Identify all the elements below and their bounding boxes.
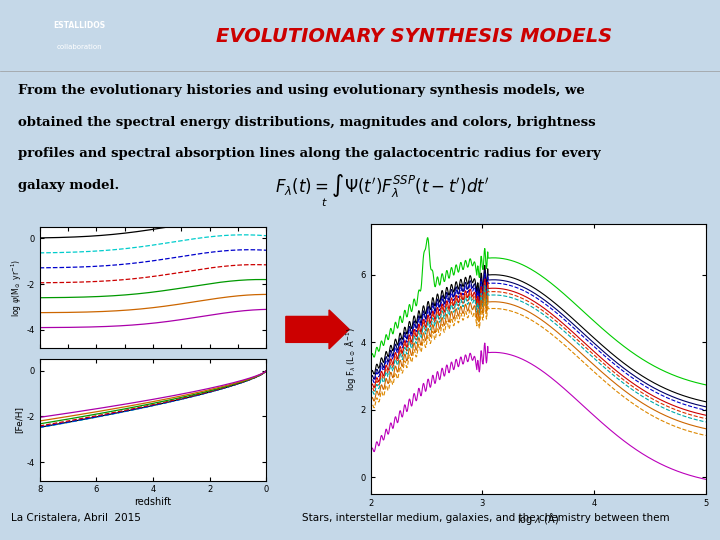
Text: profiles and spectral absorption lines along the galactocentric radius for every: profiles and spectral absorption lines a…: [18, 147, 600, 160]
Text: $F_{\lambda}(t) = \int \Psi(t')F_{\lambda}^{SSP}(t-t')dt'$: $F_{\lambda}(t) = \int \Psi(t')F_{\lambd…: [275, 172, 490, 199]
Text: EVOLUTIONARY SYNTHESIS MODELS: EVOLUTIONARY SYNTHESIS MODELS: [216, 27, 612, 46]
Y-axis label: log $\psi$(M$_\odot$ yr$^{-1}$): log $\psi$(M$_\odot$ yr$^{-1}$): [9, 259, 24, 316]
Y-axis label: [Fe/H]: [Fe/H]: [14, 406, 24, 433]
FancyArrow shape: [286, 310, 349, 349]
Text: Stars, interstellar medium, galaxies, and the chemistry between them: Stars, interstellar medium, galaxies, an…: [302, 512, 670, 523]
Text: obtained the spectral energy distributions, magnitudes and colors, brightness: obtained the spectral energy distributio…: [18, 116, 595, 129]
Text: $t$: $t$: [321, 197, 328, 208]
X-axis label: redshift: redshift: [135, 497, 171, 507]
X-axis label: log $\lambda$ (Å): log $\lambda$ (Å): [517, 511, 559, 526]
Text: ESTALLIDOS: ESTALLIDOS: [53, 21, 105, 30]
Text: galaxy model.: galaxy model.: [18, 179, 119, 192]
Text: From the evolutionary histories and using evolutionary synthesis models, we: From the evolutionary histories and usin…: [18, 84, 585, 97]
Text: collaboration: collaboration: [56, 44, 102, 50]
Text: La Cristalera, Abril  2015: La Cristalera, Abril 2015: [11, 512, 140, 523]
Y-axis label: log F$_\lambda$ (L$_\odot$ Å$^{-1}$): log F$_\lambda$ (L$_\odot$ Å$^{-1}$): [343, 327, 358, 391]
